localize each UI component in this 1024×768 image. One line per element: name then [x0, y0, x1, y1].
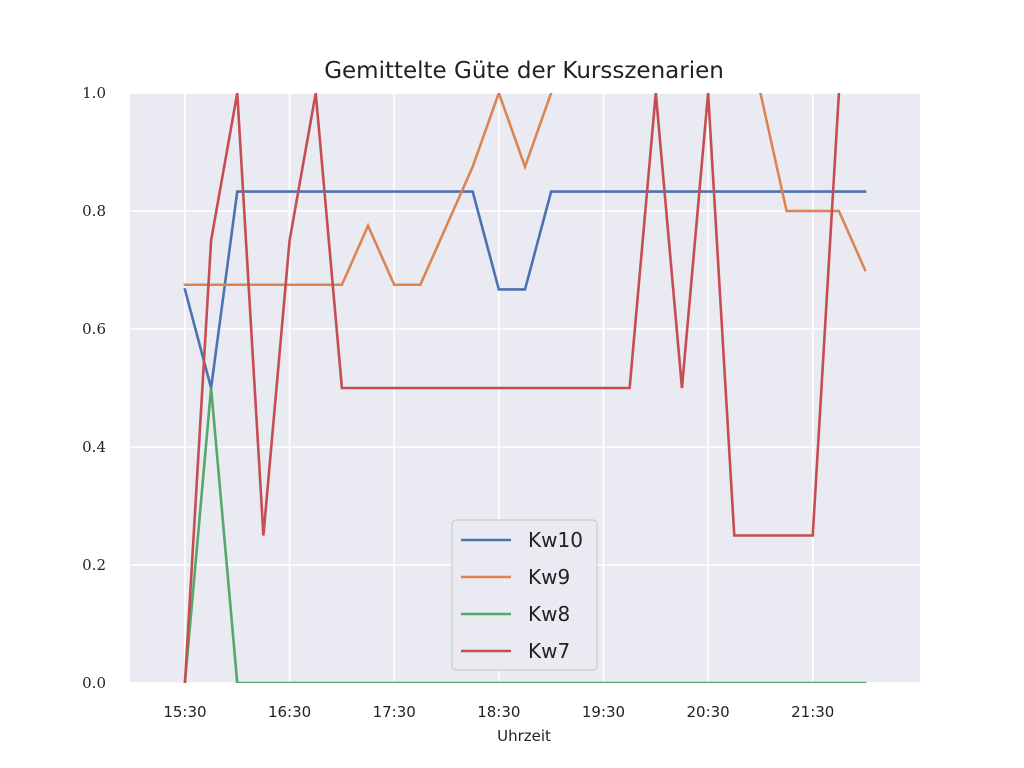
y-tick-label: 0.0	[82, 674, 106, 692]
x-tick-label: 19:30	[582, 703, 625, 721]
y-tick-label: 0.8	[82, 202, 106, 220]
y-tick-label: 0.6	[82, 320, 106, 338]
y-axis-ticks: 0.0 0.2 0.4 0.6 0.8 1.0	[82, 84, 106, 692]
legend-label-kw9: Kw9	[528, 565, 570, 589]
y-tick-label: 0.2	[82, 556, 106, 574]
series-line-kw7	[183, 93, 841, 683]
legend: Kw10 Kw9 Kw8 Kw7	[451, 519, 598, 671]
legend-label-kw10: Kw10	[528, 528, 583, 552]
series-line-kw9	[183, 93, 867, 287]
y-tick-label: 0.4	[82, 438, 106, 456]
y-tick-label: 1.0	[82, 84, 106, 102]
series-lines	[183, 93, 867, 683]
chart-title: Gemittelte Güte der Kursszenarien	[324, 58, 724, 84]
x-axis-ticks: 15:30 16:30 17:30 18:30 19:30 20:30 21:30	[163, 703, 834, 721]
x-axis-label: Uhrzeit	[497, 727, 551, 745]
x-tick-label: 16:30	[268, 703, 311, 721]
legend-label-kw8: Kw8	[528, 602, 570, 626]
x-tick-label: 20:30	[686, 703, 729, 721]
x-tick-label: 17:30	[373, 703, 416, 721]
x-tick-label: 18:30	[477, 703, 520, 721]
legend-label-kw7: Kw7	[528, 639, 570, 663]
legend-box	[451, 519, 598, 671]
x-tick-label: 21:30	[791, 703, 834, 721]
x-tick-label: 15:30	[163, 703, 206, 721]
